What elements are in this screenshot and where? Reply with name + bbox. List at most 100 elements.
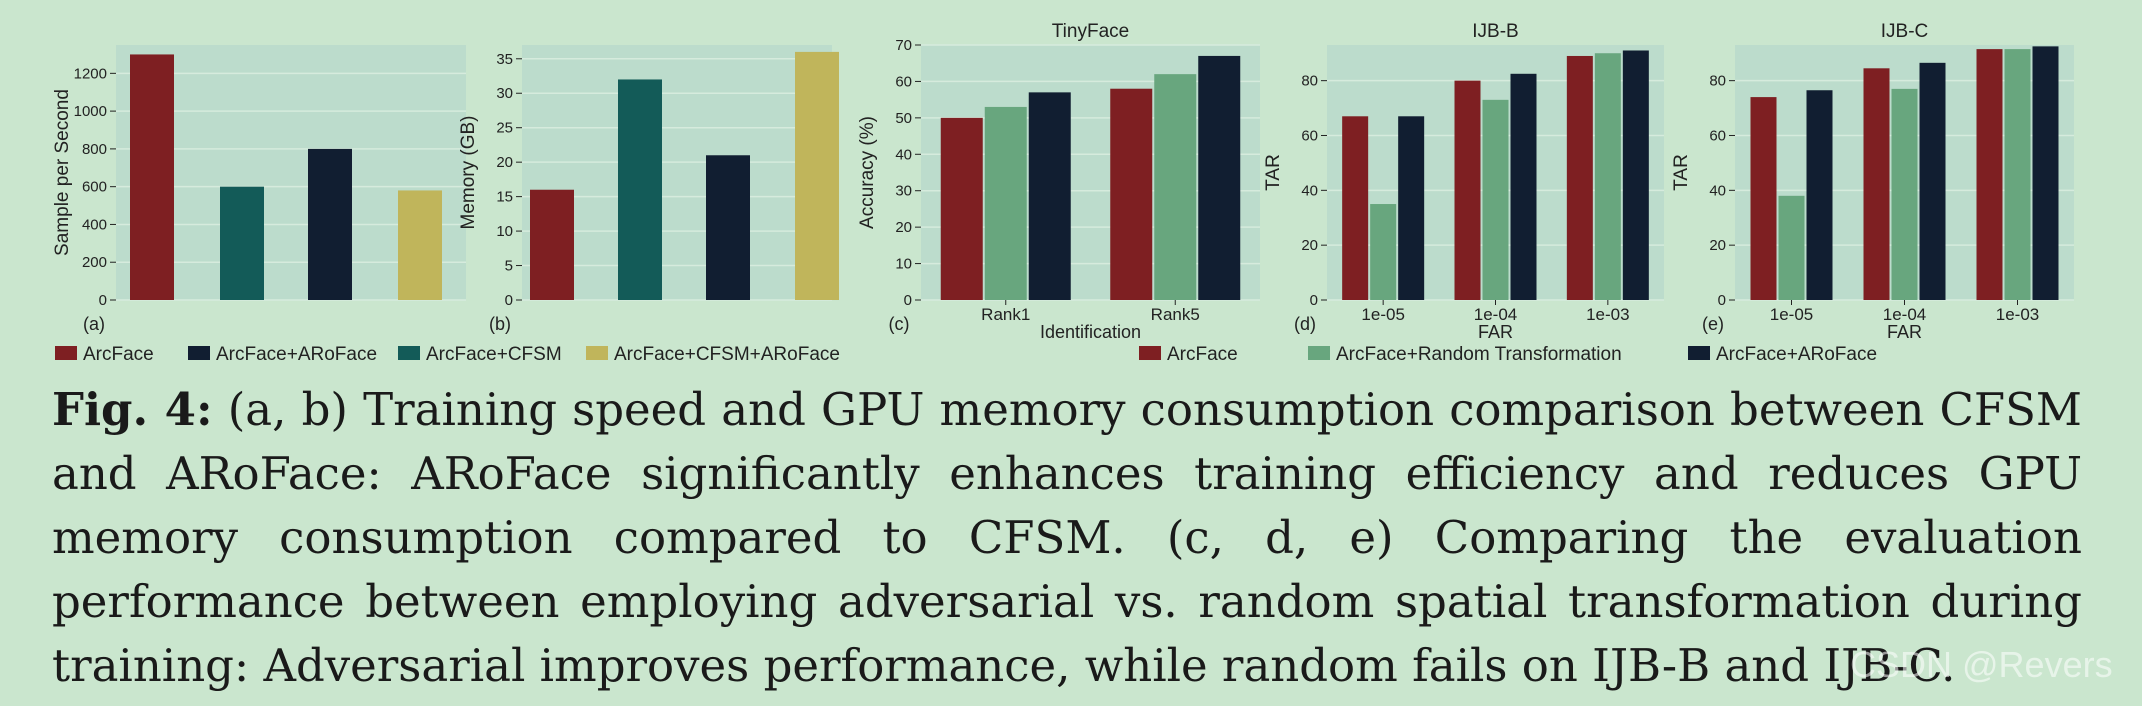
chart-b-ytick-label: 15 — [496, 189, 513, 206]
chart-b-bar — [706, 155, 750, 300]
chart-b-bar — [795, 51, 839, 300]
chart-d-bar — [1342, 116, 1369, 301]
chart-d-ylabel: TAR — [1263, 154, 1284, 191]
legend-ab-label: ArcFace+CFSM — [426, 344, 562, 365]
chart-e-ytick-label: 80 — [1709, 73, 1726, 90]
chart-c-bar — [1028, 92, 1071, 300]
chart-c-ytick-label: 0 — [904, 292, 912, 309]
chart-b-bar — [618, 79, 662, 300]
chart-e-bar — [1750, 97, 1777, 300]
chart-c-ytick-label: 10 — [895, 256, 912, 273]
chart-a-ytick-label: 1000 — [74, 103, 107, 120]
chart-a-ytick-label: 0 — [99, 292, 107, 309]
chart-d-xtick-label: 1e-04 — [1474, 305, 1517, 324]
chart-e-ytick-label: 60 — [1709, 127, 1726, 144]
legend-cde-swatch — [1688, 346, 1710, 360]
legend-cde-label: ArcFace+ARoFace — [1716, 344, 1877, 365]
figure-caption: Fig. 4: (a, b) Training speed and GPU me… — [52, 378, 2082, 698]
chart-b-ytick-label: 10 — [496, 223, 513, 240]
chart-e-ytick-label: 40 — [1709, 182, 1726, 199]
chart-d-bar — [1566, 55, 1593, 300]
chart-b-ytick-label: 5 — [505, 258, 513, 275]
chart-a-panel-label: (a) — [83, 314, 105, 334]
watermark: CSDN @Revers — [1850, 644, 2113, 685]
chart-c-xlabel: Identification — [1040, 322, 1141, 342]
chart-e-bar — [1806, 90, 1833, 300]
chart-b-ytick-label: 30 — [496, 85, 513, 102]
chart-c-xtick-label: Rank5 — [1151, 305, 1200, 324]
chart-e-ylabel: TAR — [1671, 154, 1692, 191]
chart-c-ytick-label: 70 — [895, 37, 912, 54]
chart-d-bar — [1482, 99, 1509, 300]
chart-e-ytick-label: 20 — [1709, 237, 1726, 254]
chart-b-ytick-label: 0 — [505, 292, 513, 309]
chart-c-bar — [1110, 88, 1153, 300]
chart-d-panel-label: (d) — [1294, 314, 1316, 334]
chart-e-bar — [1976, 49, 2003, 301]
chart-e-panel-label: (e) — [1702, 314, 1724, 334]
chart-d-bar — [1398, 116, 1425, 301]
chart-e-bar — [1919, 62, 1946, 300]
chart-a-ytick-label: 200 — [82, 254, 107, 271]
chart-c-ytick-label: 50 — [895, 110, 912, 127]
chart-c-ytick-label: 30 — [895, 183, 912, 200]
chart-b-ytick-label: 35 — [496, 51, 513, 68]
legend-ab-label: ArcFace+ARoFace — [216, 344, 377, 365]
chart-d-bar — [1370, 204, 1397, 300]
chart-d-bar — [1594, 53, 1621, 301]
chart-b-ylabel: Memory (GB) — [458, 116, 479, 230]
chart-d-ytick-label: 20 — [1301, 237, 1318, 254]
legend-cde-label: ArcFace+Random Transformation — [1336, 344, 1622, 365]
chart-d-title: IJB-B — [1472, 21, 1518, 42]
chart-d-xlabel: FAR — [1478, 322, 1513, 342]
chart-d-ytick-label: 40 — [1301, 182, 1318, 199]
chart-b-ytick-label: 20 — [496, 154, 513, 171]
chart-d-bar — [1622, 50, 1649, 300]
legend-cde-swatch — [1308, 346, 1330, 360]
chart-c-bar — [940, 117, 983, 300]
chart-d-ytick-label: 80 — [1301, 73, 1318, 90]
chart-b-bar — [530, 189, 574, 300]
chart-e-bar — [1863, 68, 1890, 300]
chart-c-ytick-label: 20 — [895, 219, 912, 236]
chart-e-xtick-label: 1e-03 — [1996, 305, 2039, 324]
chart-c-xtick-label: Rank1 — [981, 305, 1030, 324]
chart-a-bar — [398, 190, 442, 300]
chart-a-ytick-label: 400 — [82, 216, 107, 233]
legend-cde-label: ArcFace — [1167, 344, 1238, 365]
chart-d-bar — [1510, 73, 1537, 301]
legend-ab-swatch — [586, 346, 608, 360]
chart-d-ytick-label: 0 — [1310, 292, 1318, 309]
chart-a-ylabel: Sample per Second — [52, 89, 73, 256]
chart-a-ytick-label: 600 — [82, 179, 107, 196]
chart-a-bar — [220, 186, 264, 300]
chart-c-panel-label: (c) — [889, 314, 910, 334]
chart-a-ytick-label: 800 — [82, 141, 107, 158]
chart-c-ytick-label: 60 — [895, 73, 912, 90]
chart-c-ylabel: Accuracy (%) — [857, 116, 878, 229]
chart-c-bar — [984, 106, 1027, 300]
chart-e-bar — [1891, 88, 1918, 300]
chart-b-ytick-label: 25 — [496, 120, 513, 137]
chart-b-panel-label: (b) — [489, 314, 511, 334]
chart-a-bar — [308, 148, 352, 300]
legend-ab-swatch — [398, 346, 420, 360]
chart-e-xtick-label: 1e-05 — [1770, 305, 1813, 324]
chart-e-bar — [1778, 195, 1805, 300]
chart-d-ytick-label: 60 — [1301, 127, 1318, 144]
figure-label: Fig. 4: — [52, 383, 213, 436]
chart-c-bar — [1154, 74, 1197, 301]
chart-e-bar — [2004, 49, 2031, 301]
chart-d-xtick-label: 1e-05 — [1361, 305, 1404, 324]
legend-ab-swatch — [188, 346, 210, 360]
chart-a-bar — [130, 54, 174, 300]
chart-d-bar — [1454, 80, 1481, 300]
legend-ab-label: ArcFace+CFSM+ARoFace — [614, 344, 840, 365]
chart-a-ytick-label: 1200 — [74, 65, 107, 82]
chart-c-ytick-label: 40 — [895, 146, 912, 163]
chart-e-xlabel: FAR — [1887, 322, 1922, 342]
caption-text: (a, b) Training speed and GPU memory con… — [52, 383, 2083, 692]
legend-ab-label: ArcFace — [83, 344, 154, 365]
chart-d-xtick-label: 1e-03 — [1586, 305, 1629, 324]
